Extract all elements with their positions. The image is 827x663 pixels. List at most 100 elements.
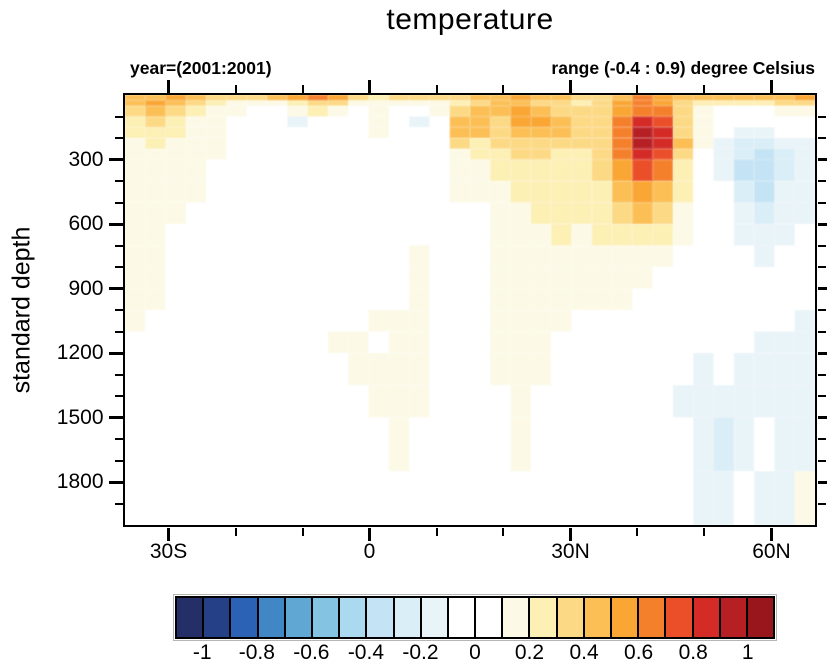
colorbar-label: 0.8 bbox=[678, 641, 708, 663]
colorbar-label: 0.6 bbox=[624, 641, 654, 663]
y-minor-tick bbox=[817, 137, 826, 139]
x-major-tick bbox=[368, 79, 371, 93]
chart-title: temperature bbox=[386, 3, 554, 36]
colorbar-label: -0.8 bbox=[238, 641, 275, 663]
y-minor-tick bbox=[817, 373, 826, 376]
y-minor-tick bbox=[114, 373, 123, 376]
y-major-tick bbox=[108, 416, 123, 419]
colorbar bbox=[173, 594, 777, 641]
y-major-tick bbox=[817, 351, 827, 355]
y-minor-tick bbox=[817, 201, 826, 204]
x-minor-tick bbox=[435, 84, 438, 93]
x-minor-tick bbox=[636, 84, 639, 93]
colorbar-box bbox=[691, 596, 721, 639]
colorbar-box bbox=[637, 596, 667, 639]
colorbar-label: -0.6 bbox=[293, 641, 330, 663]
x-minor-tick bbox=[636, 527, 639, 536]
colorbar-box bbox=[256, 596, 286, 639]
colorbar-label: 1 bbox=[741, 641, 754, 663]
y-tick-label: 600 bbox=[68, 212, 104, 235]
colorbar-box bbox=[338, 596, 368, 639]
x-tick-label: 60N bbox=[752, 540, 791, 563]
y-minor-tick bbox=[114, 330, 123, 333]
y-minor-tick bbox=[817, 180, 826, 182]
colorbar-label: 0.4 bbox=[569, 641, 599, 663]
colorbar-box bbox=[555, 596, 585, 639]
y-major-tick bbox=[817, 222, 827, 226]
colorbar-box bbox=[283, 596, 313, 639]
x-minor-tick bbox=[301, 527, 304, 536]
colorbar-box bbox=[528, 596, 558, 639]
y-minor-tick bbox=[114, 137, 123, 139]
x-major-tick bbox=[167, 79, 171, 93]
x-minor-tick bbox=[301, 84, 304, 93]
y-tick-label: 1200 bbox=[56, 341, 104, 364]
y-axis-title: standard depth bbox=[7, 226, 36, 394]
x-tick-label: 30S bbox=[149, 540, 188, 563]
y-minor-tick bbox=[114, 201, 123, 204]
x-minor-tick bbox=[703, 84, 706, 93]
x-major-tick bbox=[769, 79, 773, 93]
y-minor-tick bbox=[817, 266, 826, 268]
y-tick-label: 900 bbox=[68, 276, 104, 300]
colorbar-label: -1 bbox=[192, 641, 212, 663]
colorbar-label: 0.2 bbox=[514, 641, 545, 663]
x-tick-label: 30N bbox=[551, 540, 590, 563]
y-minor-tick bbox=[114, 115, 123, 118]
y-major-tick bbox=[817, 287, 827, 290]
x-major-tick bbox=[568, 527, 572, 541]
y-major-tick bbox=[817, 158, 827, 161]
colorbar-box bbox=[718, 596, 748, 639]
x-minor-tick bbox=[703, 527, 706, 536]
colorbar-box bbox=[365, 596, 395, 639]
y-minor-tick bbox=[114, 395, 123, 397]
y-minor-tick bbox=[114, 309, 123, 311]
y-minor-tick bbox=[817, 395, 826, 397]
y-tick-label: 1800 bbox=[56, 470, 104, 493]
y-major-tick bbox=[108, 480, 123, 484]
colorbar-box bbox=[419, 596, 449, 639]
y-minor-tick bbox=[817, 502, 826, 505]
y-minor-tick bbox=[114, 244, 123, 247]
x-major-tick bbox=[769, 527, 773, 541]
subtitle-range: range (-0.4 : 0.9) degree Celsius bbox=[551, 58, 815, 78]
y-minor-tick bbox=[114, 459, 123, 462]
y-major-tick bbox=[817, 480, 827, 484]
x-minor-tick bbox=[234, 527, 237, 536]
x-minor-tick bbox=[502, 527, 505, 536]
y-major-tick bbox=[108, 351, 123, 355]
y-minor-tick bbox=[114, 438, 123, 440]
colorbar-label: -0.2 bbox=[402, 641, 439, 663]
y-major-tick bbox=[108, 222, 123, 226]
x-minor-tick bbox=[435, 527, 438, 536]
heatmap-canvas bbox=[124, 94, 815, 525]
colorbar-box bbox=[392, 596, 422, 639]
y-major-tick bbox=[108, 287, 123, 290]
x-tick-label: 0 bbox=[363, 540, 376, 563]
colorbar-box bbox=[202, 596, 232, 639]
plot-frame bbox=[122, 92, 817, 527]
y-minor-tick bbox=[114, 266, 123, 268]
y-minor-tick bbox=[817, 115, 826, 118]
colorbar-label: -0.4 bbox=[347, 641, 384, 663]
colorbar-box bbox=[310, 596, 341, 639]
x-major-tick bbox=[167, 527, 171, 541]
y-minor-tick bbox=[114, 180, 123, 182]
y-minor-tick bbox=[114, 502, 123, 505]
x-major-tick bbox=[368, 527, 371, 541]
x-major-tick bbox=[568, 79, 572, 93]
colorbar-box bbox=[229, 596, 259, 639]
y-minor-tick bbox=[817, 459, 826, 462]
colorbar-box bbox=[582, 596, 612, 639]
y-minor-tick bbox=[817, 244, 826, 247]
y-tick-label: 300 bbox=[68, 147, 104, 171]
y-tick-label: 1500 bbox=[56, 405, 104, 429]
y-major-tick bbox=[817, 416, 827, 419]
y-minor-tick bbox=[817, 309, 826, 311]
subtitle-year: year=(2001:2001) bbox=[130, 58, 272, 78]
colorbar-label: 0 bbox=[469, 641, 481, 663]
colorbar-box bbox=[745, 596, 776, 639]
colorbar-box bbox=[446, 596, 477, 639]
colorbar-box bbox=[501, 596, 531, 639]
